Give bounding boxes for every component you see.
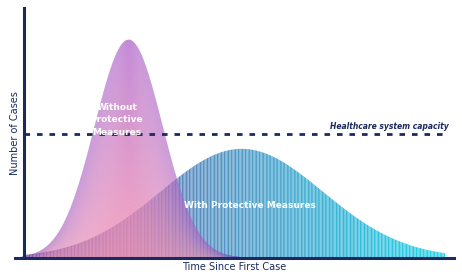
Text: With Protective Measures: With Protective Measures: [184, 201, 316, 210]
Text: Healthcare system capacity: Healthcare system capacity: [330, 122, 449, 130]
X-axis label: Time Since First Case: Time Since First Case: [182, 262, 286, 272]
Text: Without
Protective
Measures: Without Protective Measures: [91, 103, 143, 137]
Y-axis label: Number of Cases: Number of Cases: [10, 91, 20, 175]
